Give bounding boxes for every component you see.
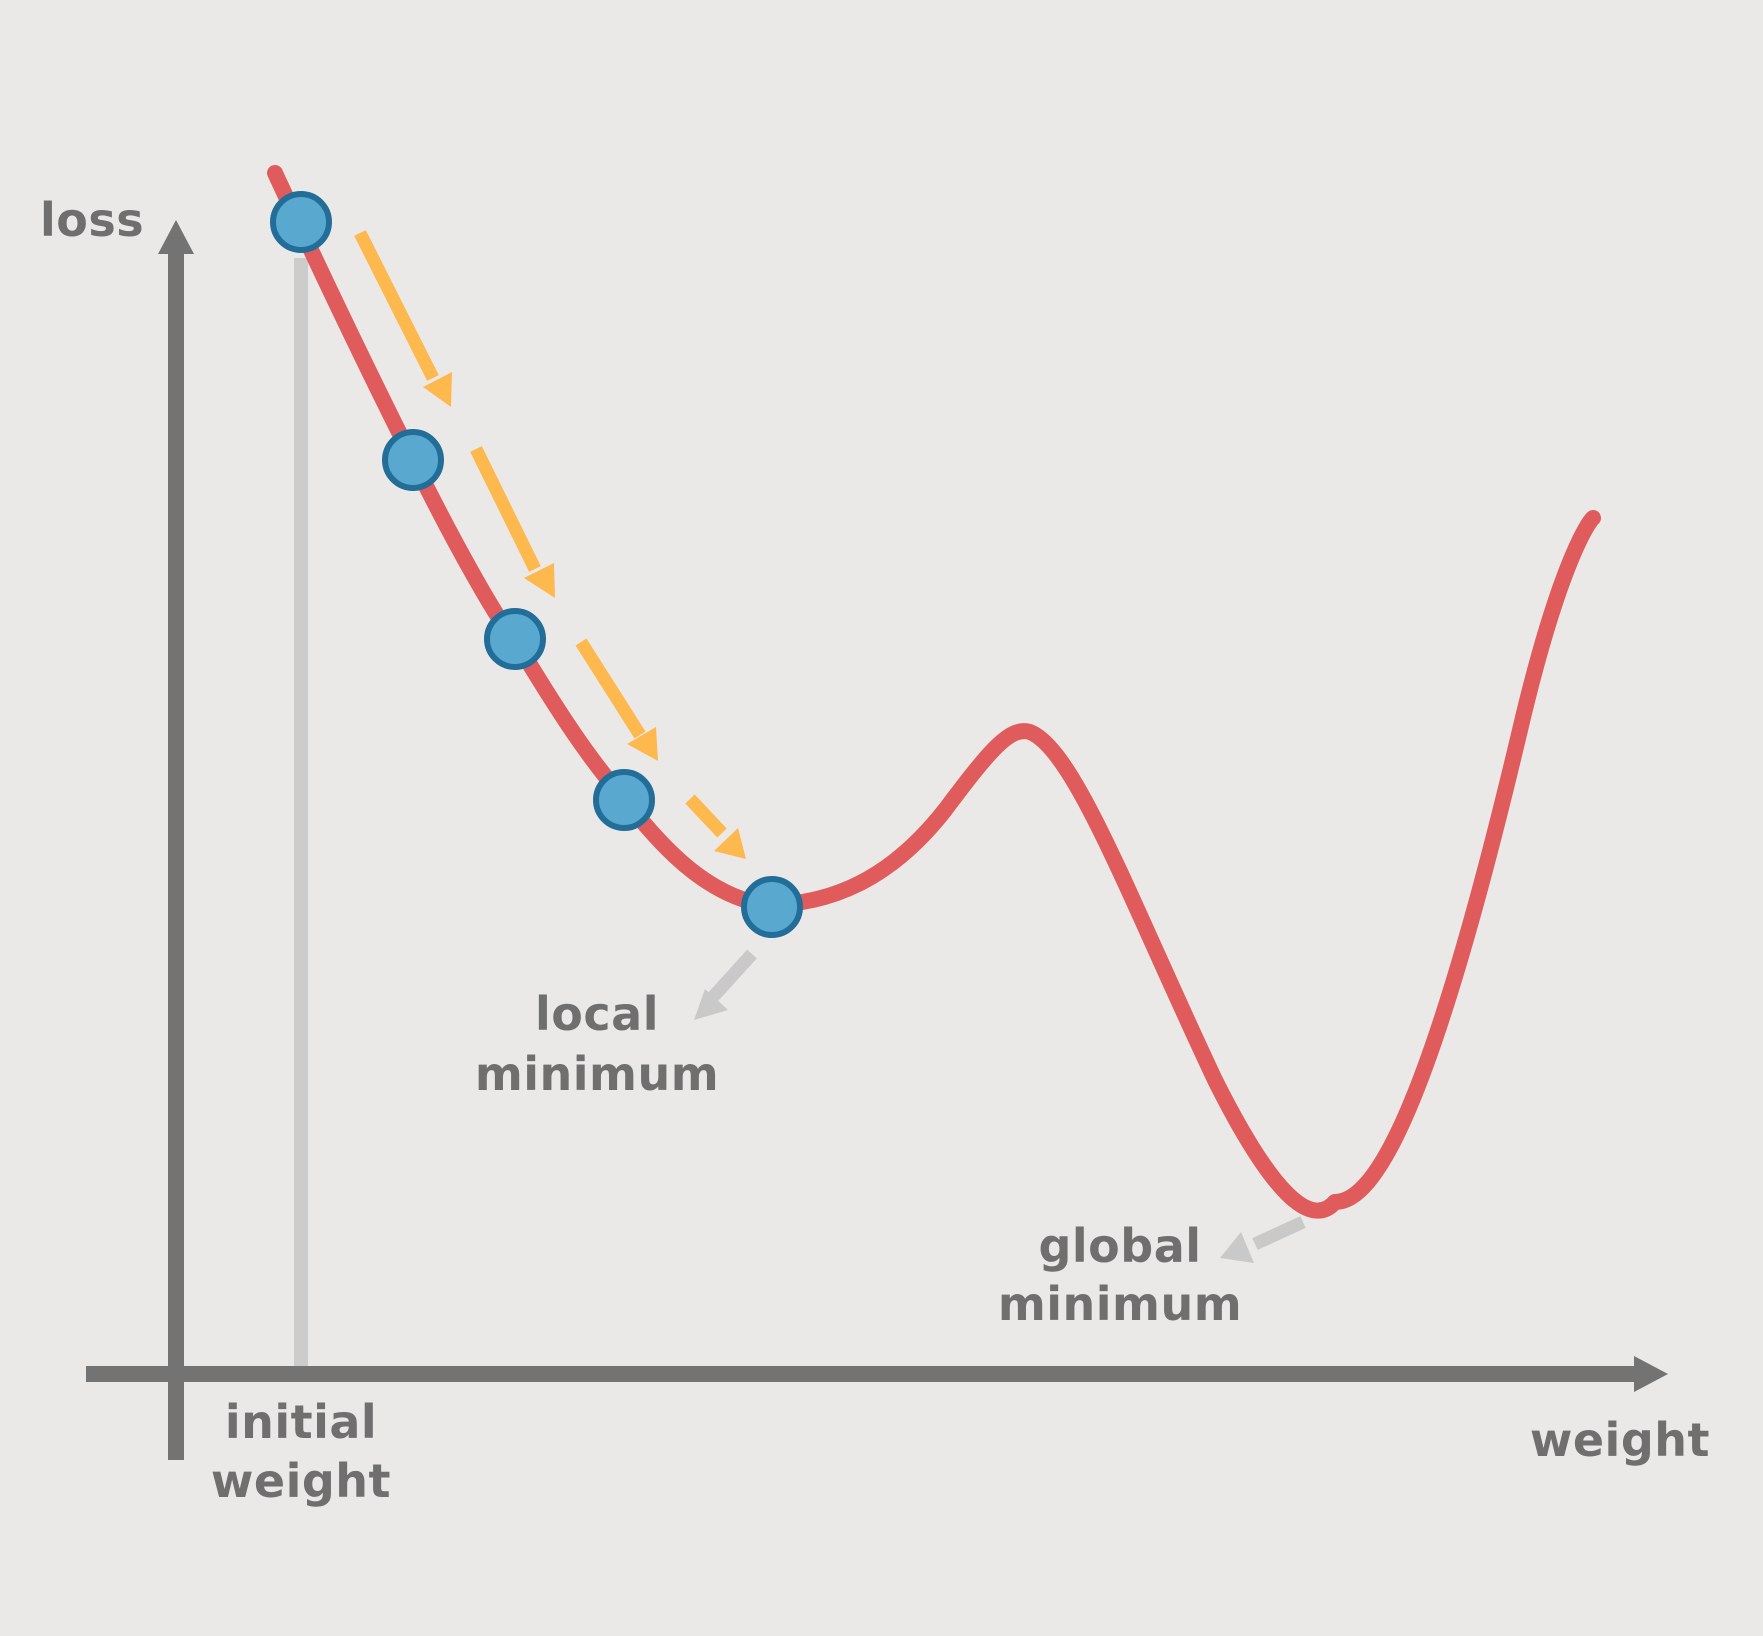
local-minimum-label-line-2: minimum bbox=[475, 1047, 719, 1101]
initial-weight-label-line-2: weight bbox=[211, 1454, 391, 1508]
step-arrow-3 bbox=[575, 638, 658, 761]
x-axis-arrowhead bbox=[1634, 1356, 1668, 1392]
descent-point-5 bbox=[741, 876, 803, 938]
descent-point-4 bbox=[593, 769, 655, 831]
descent-point-1 bbox=[270, 191, 332, 253]
descent-point-3 bbox=[484, 608, 546, 670]
initial-weight-label-line-1: initial bbox=[225, 1395, 377, 1449]
global-minimum-label-line-1: global bbox=[1038, 1219, 1201, 1273]
descent-points bbox=[270, 191, 803, 938]
local-minimum-pointer bbox=[694, 949, 757, 1020]
step-arrow-1 bbox=[354, 230, 452, 407]
y-axis-label: loss bbox=[40, 193, 144, 247]
local-minimum-label-line-1: local bbox=[535, 987, 659, 1041]
descent-step-arrows bbox=[354, 230, 746, 859]
descent-point-2 bbox=[382, 429, 444, 491]
step-arrow-4 bbox=[685, 794, 746, 859]
step-arrow-2 bbox=[470, 446, 555, 598]
x-axis-label: weight bbox=[1530, 1413, 1710, 1467]
global-minimum-label-line-2: minimum bbox=[998, 1277, 1242, 1331]
y-axis-arrowhead bbox=[158, 220, 194, 254]
loss-curve bbox=[267, 165, 1601, 1219]
global-minimum-pointer bbox=[1220, 1216, 1306, 1263]
